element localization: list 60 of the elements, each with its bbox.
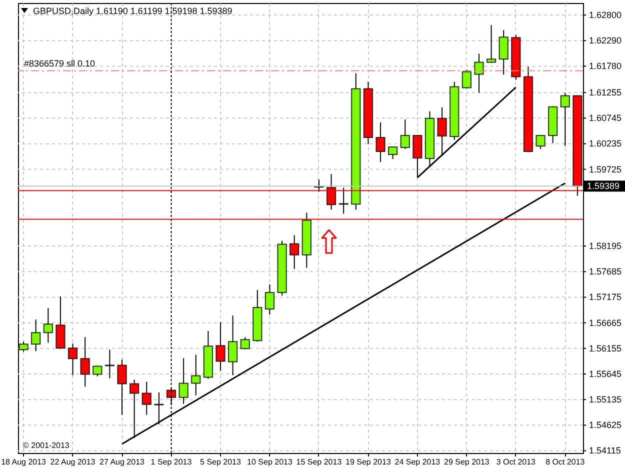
candlestick xyxy=(264,284,275,316)
x-tick-label: 1 Sep 2013 xyxy=(150,458,192,466)
candlestick xyxy=(228,315,238,376)
y-tick-label: 1.55135 xyxy=(589,394,622,405)
y-tick-label: 1.57685 xyxy=(589,266,622,277)
candlestick xyxy=(474,53,484,94)
candlestick xyxy=(130,379,140,438)
x-tick-label: 5 Sep 2013 xyxy=(200,458,242,466)
candlestick xyxy=(191,354,201,396)
y-tick-label: 1.56665 xyxy=(589,318,622,328)
y-tick-label: 1.61780 xyxy=(589,61,622,72)
candlestick xyxy=(216,322,226,372)
candlestick xyxy=(31,319,41,352)
annotation: © 2001-2013 xyxy=(23,441,70,450)
y-tick-label: 1.62290 xyxy=(589,36,622,46)
y-tick-label: 1.60745 xyxy=(589,113,622,124)
candlestick xyxy=(486,24,496,64)
candlestick xyxy=(154,392,164,425)
candlestick xyxy=(178,358,188,404)
ref-line-label: 1.59389 xyxy=(587,181,620,192)
y-tick-label: 1.62800 xyxy=(589,10,622,20)
candlestick xyxy=(240,336,250,350)
y-tick-label: 1.61255 xyxy=(589,88,622,98)
y-tick-label: 1.57175 xyxy=(589,292,622,302)
candlestick xyxy=(437,106,447,157)
candlestick xyxy=(80,336,90,388)
candlestick xyxy=(92,365,102,377)
candlestick xyxy=(376,122,386,163)
candlestick xyxy=(56,296,66,350)
y-tick-label: 1.60235 xyxy=(589,138,622,149)
candlestick xyxy=(290,234,300,270)
candlestick xyxy=(400,118,410,150)
y-tick-label: 1.54625 xyxy=(589,420,622,430)
candlestick xyxy=(43,308,53,344)
y-tick-label: 1.56155 xyxy=(589,343,622,354)
ref-line-label: #8366579 sll 0.10 xyxy=(24,58,96,69)
x-tick-label: 24 Sep 2013 xyxy=(394,458,441,466)
candlestick xyxy=(142,381,152,416)
y-tick-label: 1.58195 xyxy=(589,241,622,252)
x-tick-label: 22 Aug 2013 xyxy=(50,458,96,466)
x-tick-label: 3 Oct 2013 xyxy=(496,458,536,466)
x-tick-label: 19 Sep 2013 xyxy=(346,458,392,466)
candlestick xyxy=(104,349,115,379)
candlestick xyxy=(498,30,508,76)
y-tick-label: 1.54115 xyxy=(589,446,621,456)
x-tick-label: 15 Sep 2013 xyxy=(296,458,342,466)
candlestick xyxy=(388,146,398,160)
x-tick-label: 10 Sep 2013 xyxy=(247,458,293,466)
candlestick xyxy=(68,343,78,376)
chart-title: GBPUSD,Daily 1.61190 1.61199 1.59198 1.59389 xyxy=(33,6,232,16)
candlestick xyxy=(536,134,546,150)
candlestick xyxy=(462,69,472,89)
candlestick xyxy=(117,359,127,416)
x-tick-label: 27 Aug 2013 xyxy=(100,458,146,466)
x-tick-label: 29 Sep 2013 xyxy=(444,458,490,466)
y-tick-label: 1.59725 xyxy=(589,164,622,174)
x-tick-label: 8 Oct 2013 xyxy=(546,458,586,466)
x-tick-label: 18 Aug 2013 xyxy=(1,458,47,466)
y-tick-label: 1.55645 xyxy=(589,368,622,379)
candlestick xyxy=(560,92,570,146)
